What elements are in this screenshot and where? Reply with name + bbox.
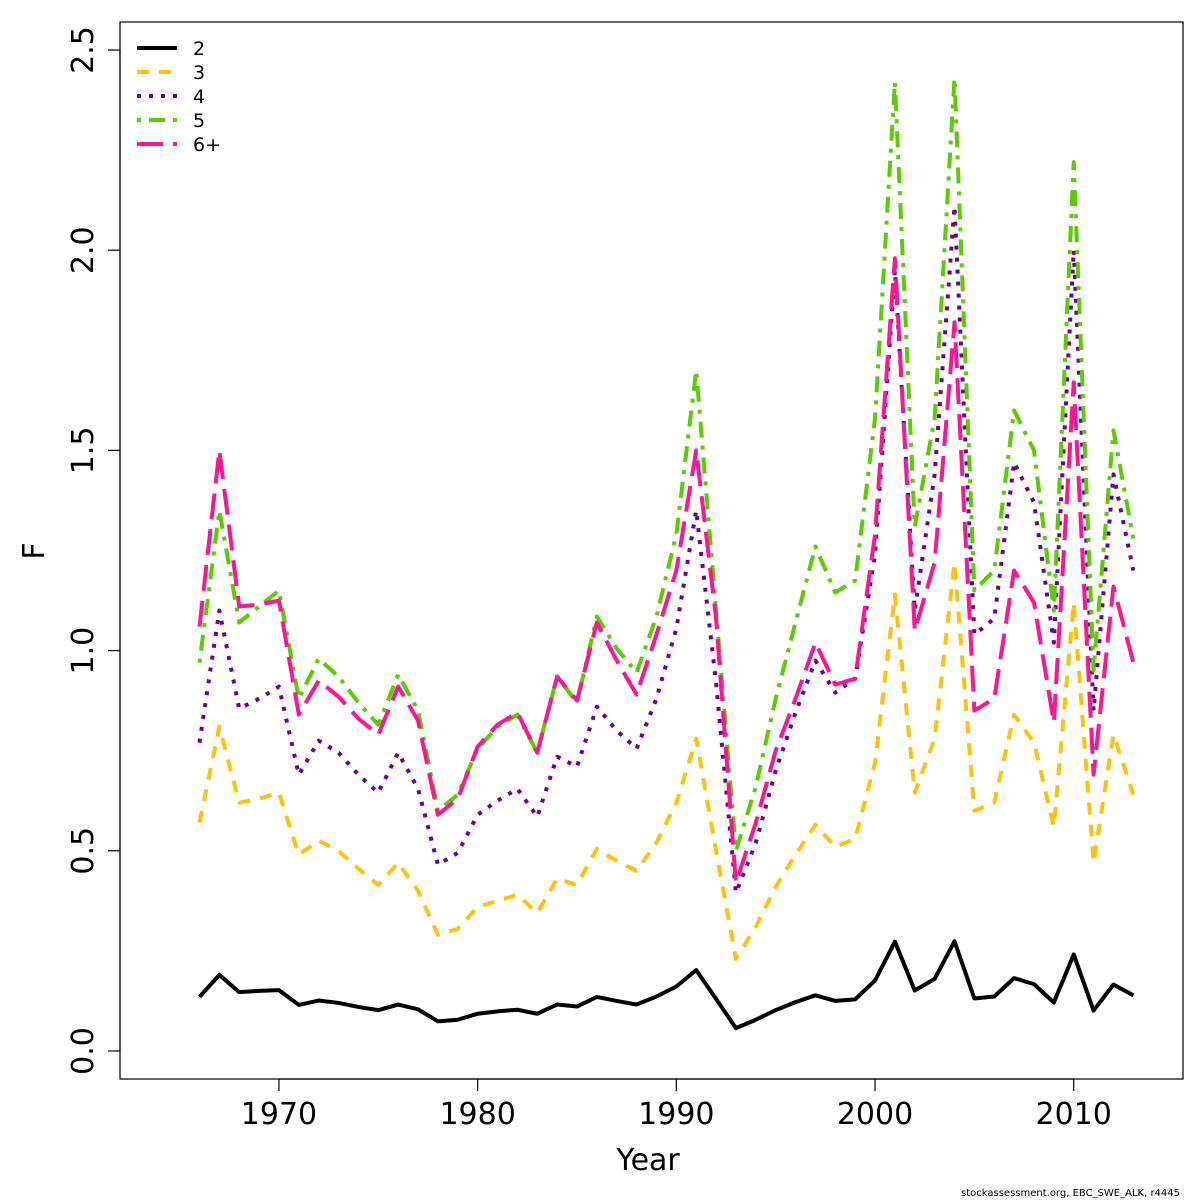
legend-label: 3	[193, 62, 205, 84]
legend-label: 5	[193, 110, 205, 132]
series-line-5	[197, 76, 1136, 853]
y-axis-title: F	[17, 542, 52, 559]
y-axis: 0.0 0.5 1.0 1.5 2.0 2.5	[66, 26, 121, 1075]
series-layer	[197, 76, 1136, 1031]
y-tick-label: 1.5	[66, 427, 101, 475]
x-tick-label: 1980	[439, 1097, 515, 1132]
x-tick-label: 1990	[638, 1097, 714, 1132]
legend-label: 2	[193, 38, 205, 60]
y-tick-label: 0.5	[66, 827, 101, 875]
x-tick-label: 2010	[1036, 1097, 1112, 1132]
legend-label: 6+	[193, 134, 221, 156]
x-axis-title: Year	[615, 1143, 680, 1178]
series-line-4	[197, 204, 1136, 895]
y-tick-label: 0.0	[66, 1027, 101, 1075]
x-tick-label: 2000	[837, 1097, 913, 1132]
credit-text: stockassessment.org, EBC_SWE_ALK, r4445	[961, 1188, 1180, 1199]
y-tick-label: 2.0	[66, 226, 101, 274]
x-axis: 1970 1980 1990 2000 2010	[241, 1078, 1112, 1132]
legend-label: 4	[193, 86, 205, 108]
series-line-3	[197, 560, 1136, 961]
series-line-6-plus	[197, 256, 1136, 885]
series-line-2	[197, 939, 1135, 1031]
x-tick-label: 1970	[241, 1097, 317, 1132]
y-tick-label: 2.5	[66, 26, 101, 74]
y-tick-label: 1.0	[66, 627, 101, 675]
